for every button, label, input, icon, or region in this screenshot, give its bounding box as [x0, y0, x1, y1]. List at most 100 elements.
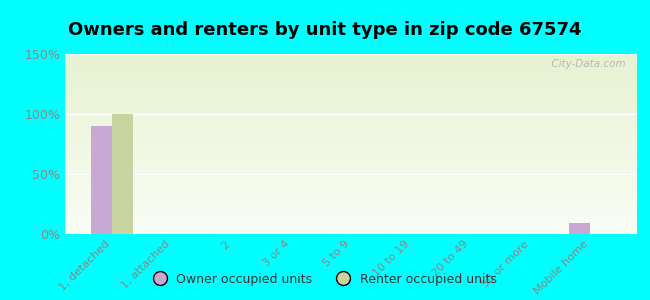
Bar	[65, 201, 637, 202]
Bar	[65, 78, 637, 79]
Bar	[65, 68, 637, 69]
Bar	[65, 100, 637, 101]
Bar	[65, 59, 637, 60]
Bar	[65, 102, 637, 103]
Text: City-Data.com: City-Data.com	[545, 59, 625, 69]
Bar	[65, 124, 637, 125]
Bar	[65, 129, 637, 130]
Bar	[65, 208, 637, 209]
Bar	[91, 126, 112, 234]
Bar	[65, 125, 637, 126]
Bar	[65, 115, 637, 116]
Bar	[65, 194, 637, 195]
Bar	[65, 126, 637, 127]
Bar	[65, 207, 637, 208]
Bar	[65, 146, 637, 147]
Bar	[65, 167, 637, 168]
Bar	[65, 169, 637, 170]
Bar	[65, 224, 637, 225]
Bar	[65, 86, 637, 87]
Bar	[65, 106, 637, 107]
Bar	[65, 97, 637, 98]
Bar	[65, 77, 637, 78]
Bar	[65, 134, 637, 135]
Bar	[65, 85, 637, 86]
Bar	[65, 230, 637, 231]
Bar	[65, 87, 637, 88]
Bar	[65, 94, 637, 95]
Bar	[65, 221, 637, 222]
Bar	[65, 119, 637, 120]
Bar	[65, 145, 637, 146]
Bar	[65, 231, 637, 232]
Bar	[65, 168, 637, 169]
Bar	[65, 176, 637, 177]
Bar	[65, 164, 637, 165]
Bar	[65, 177, 637, 178]
Bar	[65, 150, 637, 151]
Bar	[65, 185, 637, 186]
Bar	[65, 140, 637, 141]
Bar	[65, 113, 637, 114]
Bar	[65, 127, 637, 128]
Bar	[65, 98, 637, 99]
Bar	[65, 54, 637, 55]
Bar	[65, 82, 637, 83]
Bar	[65, 174, 637, 175]
Bar	[65, 131, 637, 132]
Bar	[65, 122, 637, 123]
Bar	[65, 212, 637, 213]
Bar	[65, 112, 637, 113]
Bar	[65, 161, 637, 162]
Bar	[65, 156, 637, 157]
Bar	[65, 61, 637, 62]
Bar	[65, 228, 637, 229]
Bar	[65, 172, 637, 173]
Bar	[65, 149, 637, 150]
Bar	[65, 139, 637, 140]
Bar	[65, 216, 637, 217]
Bar	[65, 186, 637, 187]
Bar	[65, 57, 637, 58]
Bar	[65, 166, 637, 167]
Bar	[65, 75, 637, 76]
Bar	[65, 66, 637, 67]
Bar	[65, 183, 637, 184]
Bar	[65, 190, 637, 191]
Bar	[65, 157, 637, 158]
Bar	[65, 118, 637, 119]
Bar	[65, 181, 637, 182]
Bar	[65, 205, 637, 206]
Bar	[65, 210, 637, 211]
Bar	[65, 171, 637, 172]
Bar	[65, 85, 637, 86]
Bar	[65, 89, 637, 90]
Bar	[65, 103, 637, 104]
Bar	[65, 192, 637, 193]
Bar	[65, 84, 637, 85]
Bar	[65, 226, 637, 227]
Bar	[65, 217, 637, 218]
Bar	[65, 63, 637, 64]
Bar	[65, 200, 637, 201]
Bar	[65, 206, 637, 207]
Bar	[65, 130, 637, 131]
Bar	[65, 188, 637, 189]
Bar	[65, 215, 637, 216]
Bar	[65, 114, 637, 115]
Bar	[65, 223, 637, 224]
Bar	[65, 173, 637, 174]
Bar	[65, 128, 637, 129]
Bar	[65, 199, 637, 200]
Bar	[65, 58, 637, 59]
Bar	[65, 107, 637, 108]
Bar	[65, 229, 637, 230]
Bar	[65, 101, 637, 102]
Bar	[65, 137, 637, 138]
Bar	[65, 147, 637, 148]
Bar	[65, 133, 637, 134]
Bar	[65, 160, 637, 161]
Bar	[65, 99, 637, 100]
Bar	[65, 96, 637, 97]
Bar	[65, 202, 637, 203]
